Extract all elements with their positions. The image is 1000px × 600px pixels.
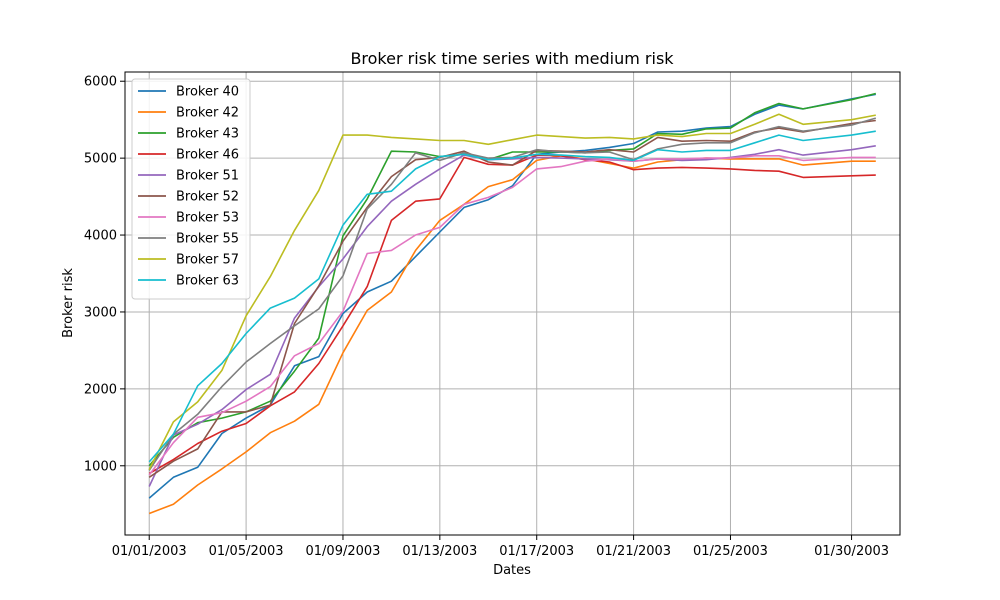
legend-entry-broker-52: Broker 52	[176, 190, 239, 205]
plot-area-frame	[124, 71, 901, 536]
x-axis-label: Dates	[493, 563, 531, 578]
legend-entry-broker-55: Broker 55	[176, 232, 239, 247]
series-line-broker-52	[148, 119, 876, 478]
y-axis-ticks: 1000 2000 3000 4000 5000 6000	[84, 75, 125, 474]
legend-box	[131, 78, 251, 300]
series-line-broker-43	[148, 92, 876, 467]
legend-entry-broker-57: Broker 57	[176, 253, 239, 268]
legend-entry-broker-46: Broker 46	[176, 148, 239, 163]
x-tick-label: 01/13/2003	[402, 544, 477, 559]
x-axis-ticks: 01/01/2003 01/05/2003 01/09/2003 01/13/2003…	[112, 535, 889, 559]
series-line-broker-46	[148, 154, 876, 475]
series-line-broker-57	[148, 113, 876, 470]
series-line-broker-63	[148, 130, 876, 463]
x-tick-label: 01/09/2003	[306, 544, 381, 559]
legend: Broker 40 Broker 42 Broker 43 Broker 46 Brok…	[131, 78, 251, 300]
x-tick-label: 01/05/2003	[209, 544, 284, 559]
legend-entry-broker-63: Broker 63	[176, 274, 239, 289]
series-lines	[148, 92, 877, 515]
x-tick-label: 01/17/2003	[499, 544, 574, 559]
legend-entry-broker-40: Broker 40	[176, 85, 239, 100]
y-tick-label: 2000	[84, 382, 117, 397]
chart-title: Broker risk time series with medium risk	[350, 49, 674, 68]
x-tick-label: 01/21/2003	[596, 544, 671, 559]
x-tick-label: 01/30/2003	[814, 544, 889, 559]
y-tick-label: 1000	[84, 459, 117, 474]
legend-entry-broker-53: Broker 53	[176, 211, 239, 226]
series-line-broker-42	[148, 155, 876, 515]
y-tick-label: 4000	[84, 229, 117, 244]
legend-entry-broker-51: Broker 51	[176, 169, 239, 184]
y-axis-label: Broker risk	[61, 268, 76, 338]
series-line-broker-55	[148, 117, 877, 471]
y-tick-label: 6000	[84, 75, 117, 90]
legend-entry-broker-43: Broker 43	[176, 127, 239, 142]
legend-entry-broker-42: Broker 42	[176, 106, 239, 121]
series-line-broker-53	[148, 155, 876, 476]
y-tick-label: 3000	[84, 305, 117, 320]
x-tick-label: 01/25/2003	[693, 544, 768, 559]
x-tick-label: 01/01/2003	[112, 544, 187, 559]
y-tick-label: 5000	[84, 152, 117, 167]
